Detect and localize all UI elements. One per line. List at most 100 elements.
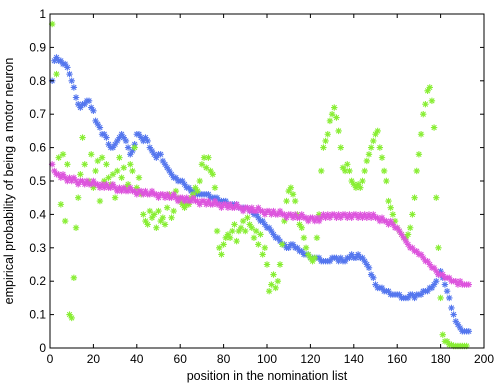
data-point [341,257,349,265]
data-point [111,184,119,191]
data-point [146,191,154,198]
data-point [88,181,95,188]
data-point [90,184,97,191]
data-point [209,201,216,208]
x-tick-label: 0 [47,352,54,366]
data-point [85,97,93,105]
data-point [261,244,269,251]
data-point [233,237,240,245]
data-point [129,167,136,175]
data-point [296,214,303,221]
data-point [153,154,160,161]
data-point [448,304,455,312]
data-point [437,294,444,302]
data-point [333,214,340,221]
data-point [331,104,338,111]
data-point [259,207,266,215]
data-point [322,214,329,221]
y-tick-label: 0.8 [29,74,46,88]
data-point [239,207,247,215]
data-point [224,204,232,211]
data-point [218,251,225,258]
data-point [320,211,327,218]
data-point [57,201,65,208]
data-point [88,104,95,111]
data-point [370,137,377,145]
data-point [328,111,336,118]
data-point [335,127,342,135]
data-point [216,201,223,208]
data-point [322,137,329,145]
data-point [153,191,160,198]
data-point [324,131,331,138]
data-point [118,187,125,195]
data-point [387,217,394,225]
data-point [417,131,425,138]
data-point [359,214,366,221]
data-point [346,167,353,175]
x-axis: 0 20 40 60 80 100 120 140 160 180 200 [47,14,494,366]
data-point [103,181,110,188]
data-point [114,167,121,175]
data-point [448,341,455,348]
data-point [333,114,340,121]
data-point [359,177,366,185]
data-point [305,251,312,258]
data-point [146,144,154,151]
data-point [135,174,143,181]
data-point [133,184,140,191]
data-point [259,251,266,258]
data-point [81,100,88,108]
data-point [415,151,423,158]
data-point [183,194,190,201]
data-point [443,288,451,295]
data-point [276,207,284,215]
data-point [250,234,258,241]
data-point [344,214,351,221]
x-tick-label: 20 [87,352,101,366]
data-point [402,237,410,245]
y-tick-label: 0.2 [29,274,46,288]
data-point [168,214,175,221]
data-point [75,194,82,201]
data-point [96,197,104,205]
data-point [326,257,334,265]
data-point [142,187,149,195]
data-point [150,211,158,218]
data-point [270,271,277,278]
data-point [391,217,399,225]
data-point [441,281,449,288]
data-point [148,147,156,155]
data-point [64,177,71,185]
data-point [96,124,104,131]
data-point [292,197,299,205]
data-point [129,147,136,155]
data-point [380,167,388,175]
data-point [383,177,390,185]
data-point [294,244,301,251]
data-point [372,131,379,138]
data-point [298,247,305,255]
data-point [348,177,355,185]
data-point [124,144,132,151]
data-point [270,207,277,215]
data-point [285,187,292,195]
data-point [354,214,362,221]
data-point [385,288,392,295]
data-point [428,284,436,292]
data-point [163,191,171,198]
data-point [140,137,147,145]
data-point [430,264,438,272]
data-point [337,254,344,262]
data-point [131,141,138,148]
data-point [389,221,397,228]
data-point [200,197,208,205]
data-point [259,217,266,225]
data-point [90,107,97,115]
data-point [185,184,193,191]
data-point [68,314,75,322]
data-point [463,342,470,350]
data-point [435,244,442,251]
data-point [224,231,232,238]
